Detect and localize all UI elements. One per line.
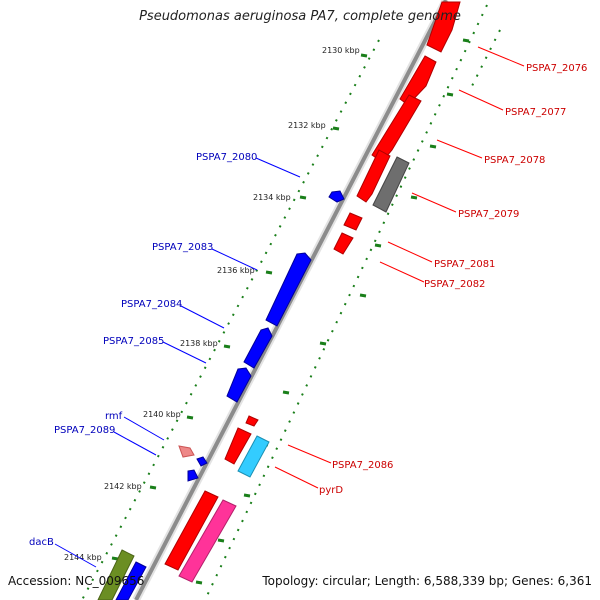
label-PSPA7_2086[interactable]: PSPA7_2086 (332, 460, 393, 471)
gene-PSPA7_2079[interactable] (356, 149, 391, 203)
tick-label-2132: 2132 kbp (288, 121, 326, 130)
label-dacB[interactable]: dacB (29, 537, 54, 548)
gene-PSPA7_2080[interactable] (328, 190, 345, 203)
forward-genes (164, 1, 461, 583)
map-title: Pseudomonas aeruginosa PA7, complete gen… (139, 9, 461, 24)
label-PSPA7_2085[interactable]: PSPA7_2085 (103, 336, 164, 347)
tick-label-2144: 2144 kbp (64, 553, 102, 562)
gene-small-red[interactable] (245, 415, 259, 427)
gene-PSPA7_2083[interactable] (265, 252, 312, 327)
outer-ticks (195, 38, 470, 585)
outer-tick-ring (204, 4, 488, 600)
tick-label-2130: 2130 kbp (322, 46, 360, 55)
gene-PSPA7_2077[interactable] (399, 55, 437, 106)
gene-magenta[interactable] (178, 499, 237, 583)
label-pyrD[interactable]: pyrD (319, 485, 343, 496)
label-rmf[interactable]: rmf (105, 411, 123, 422)
gene-PSPA7_2079-grey[interactable] (372, 156, 410, 213)
label-PSPA7_2078[interactable]: PSPA7_2078 (484, 155, 545, 166)
tick-label-2138: 2138 kbp (180, 339, 218, 348)
label-PSPA7_2083[interactable]: PSPA7_2083 (152, 242, 213, 253)
reverse-leader-lines (54, 157, 301, 568)
label-PSPA7_2089[interactable]: PSPA7_2089 (54, 425, 115, 436)
label-PSPA7_2079[interactable]: PSPA7_2079 (458, 209, 519, 220)
accession-text: Accession: NC_009656 (8, 574, 145, 588)
label-PSPA7_2081[interactable]: PSPA7_2081 (434, 259, 495, 270)
tick-label-2140: 2140 kbp (143, 410, 181, 419)
gene-PSPA7_2089-a[interactable] (196, 456, 208, 467)
gene-PSPA7_2084[interactable] (243, 327, 273, 369)
gene-dacB-olive[interactable] (97, 549, 135, 600)
gene-dacB[interactable] (115, 561, 147, 600)
gene-PSPA7_2085[interactable] (226, 367, 252, 403)
topology-text: Topology: circular; Length: 6,588,339 bp… (262, 574, 592, 588)
reverse-genes (97, 190, 345, 600)
gene-PSPA7_2081[interactable] (343, 212, 363, 231)
outer-tick-ring-2 (469, 29, 501, 91)
gene-PSPA7_2086[interactable] (224, 427, 252, 465)
gene-pyrD[interactable] (237, 435, 270, 478)
gene-rmf[interactable] (178, 445, 195, 458)
label-PSPA7_2076[interactable]: PSPA7_2076 (526, 63, 587, 74)
label-PSPA7_2084[interactable]: PSPA7_2084 (121, 299, 182, 310)
label-PSPA7_2080[interactable]: PSPA7_2080 (196, 152, 257, 163)
tick-label-2136: 2136 kbp (217, 266, 255, 275)
label-PSPA7_2082[interactable]: PSPA7_2082 (424, 279, 485, 290)
genome-backbone-core (134, 0, 448, 600)
gene-PSPA7_2089[interactable] (187, 469, 199, 482)
tick-label-2142: 2142 kbp (104, 482, 142, 491)
label-PSPA7_2077[interactable]: PSPA7_2077 (505, 107, 566, 118)
gene-PSPA7_2082[interactable] (333, 232, 354, 255)
major-ticks (111, 53, 368, 561)
gene-PSPA7_2076[interactable] (426, 1, 461, 53)
forward-leader-lines (274, 46, 525, 489)
tick-label-2134: 2134 kbp (253, 193, 291, 202)
gene-red-long[interactable] (164, 490, 219, 571)
